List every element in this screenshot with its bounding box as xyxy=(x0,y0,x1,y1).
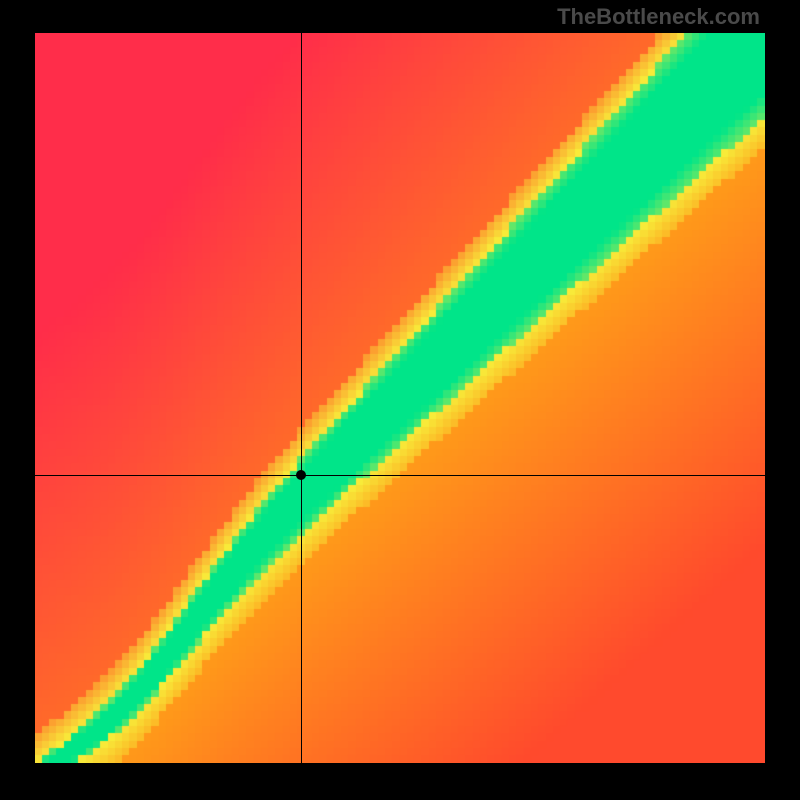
watermark-text: TheBottleneck.com xyxy=(557,4,760,30)
crosshair-marker xyxy=(296,470,306,480)
crosshair-vertical xyxy=(301,33,302,763)
chart-container: { "watermark": { "text": "TheBottleneck.… xyxy=(0,0,800,800)
heatmap-plot xyxy=(35,33,765,763)
heatmap-canvas xyxy=(35,33,765,763)
crosshair-horizontal xyxy=(35,475,765,476)
